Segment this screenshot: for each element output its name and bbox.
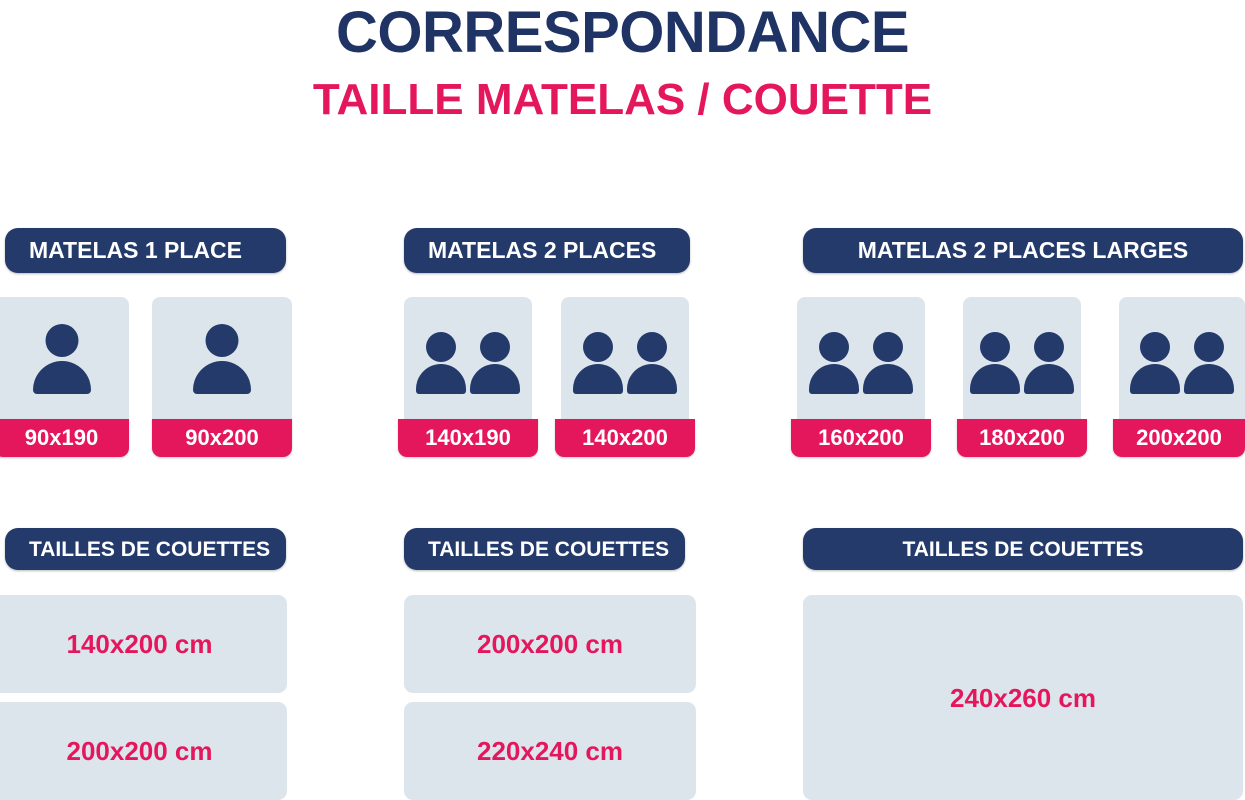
mattress-header-label: MATELAS 2 PLACES <box>428 237 657 263</box>
mattress-header-col2: MATELAS 2 PLACES <box>404 228 690 273</box>
duvet-header-label: TAILLES DE COUETTES <box>29 537 271 561</box>
avatar-head-icon <box>819 332 849 362</box>
mattress-size-label: 140x200 <box>582 425 668 450</box>
duvet-size-card[interactable]: 240x260 cm <box>803 595 1243 800</box>
mattress-size-label: 160x200 <box>818 425 904 450</box>
avatar-head-icon <box>480 332 510 362</box>
avatar-body-icon <box>1184 364 1234 394</box>
mattress-size-label: 90x190 <box>24 425 99 450</box>
mattress-header-col1: MATELAS 1 PLACE <box>5 228 286 273</box>
avatar-body-icon <box>627 364 677 394</box>
mattress-size-label: 180x200 <box>979 425 1065 450</box>
avatar-body-icon <box>573 364 623 394</box>
mattress-card[interactable]: 90x200 <box>152 297 292 457</box>
duvet-size-label: 220x240 cm <box>476 736 624 766</box>
avatar-body-icon <box>1024 364 1074 394</box>
mattress-card[interactable]: 140x190 <box>398 297 538 457</box>
mattress-size-badge: 140x200 <box>555 419 695 457</box>
people-icon <box>573 322 677 394</box>
mattress-card[interactable]: 180x200 <box>957 297 1087 457</box>
mattress-size-badge: 160x200 <box>791 419 931 457</box>
duvet-size-label: 200x200 cm <box>66 736 213 766</box>
duvet-size-label: 140x200 cm <box>66 629 213 659</box>
mattress-card-illustration <box>152 297 292 419</box>
avatar-body-icon <box>1130 364 1180 394</box>
mattress-card-illustration <box>1119 297 1245 419</box>
duvet-size-card[interactable]: 220x240 cm <box>404 702 696 800</box>
duvet-header-label: TAILLES DE COUETTES <box>902 537 1144 561</box>
mattress-card-illustration <box>404 297 532 419</box>
avatar-head-icon <box>637 332 667 362</box>
mattress-size-label: 200x200 <box>1136 425 1222 450</box>
avatar-body-icon <box>470 364 520 394</box>
avatar-head-icon <box>205 324 239 357</box>
avatar-head-icon <box>1140 332 1170 362</box>
avatar-head-icon <box>980 332 1010 362</box>
mattress-card[interactable]: 200x200 <box>1113 297 1245 457</box>
mattress-card[interactable]: 90x190 <box>0 297 129 457</box>
duvet-size-card[interactable]: 140x200 cm <box>0 595 287 693</box>
duvet-header-col1: TAILLES DE COUETTES <box>5 528 286 570</box>
people-icon <box>970 322 1074 394</box>
avatar-head-icon <box>45 324 78 357</box>
duvet-size-card[interactable]: 200x200 cm <box>404 595 696 693</box>
avatar-body-icon <box>970 364 1020 394</box>
avatar-head-icon <box>426 332 456 362</box>
mattress-size-badge: 200x200 <box>1113 419 1245 457</box>
avatar-body-icon <box>809 364 859 394</box>
mattress-size-badge: 90x190 <box>0 419 129 457</box>
mattress-card[interactable]: 160x200 <box>791 297 931 457</box>
mattress-size-label: 140x190 <box>425 425 511 450</box>
avatar-body-icon <box>193 361 251 394</box>
mattress-header-label: MATELAS 2 PLACES LARGES <box>857 237 1189 263</box>
mattress-size-badge: 90x200 <box>152 419 292 457</box>
mattress-size-badge: 140x190 <box>398 419 538 457</box>
avatar-head-icon <box>873 332 903 362</box>
duvet-size-label: 240x260 cm <box>949 682 1097 713</box>
avatar-head-icon <box>1194 332 1224 362</box>
mattress-header-col3: MATELAS 2 PLACES LARGES <box>803 228 1243 273</box>
people-icon <box>416 322 520 394</box>
mattress-card-illustration <box>0 297 129 419</box>
page-title: CORRESPONDANCE <box>335 0 910 65</box>
avatar-body-icon <box>416 364 466 394</box>
mattress-card[interactable]: 140x200 <box>555 297 695 457</box>
avatar-body-icon <box>32 361 91 394</box>
mattress-card-illustration <box>561 297 689 419</box>
duvet-size-label: 200x200 cm <box>476 629 624 659</box>
avatar-body-icon <box>863 364 913 394</box>
page-subtitle: TAILLE MATELAS / COUETTE <box>312 75 933 124</box>
mattress-card-illustration <box>797 297 925 419</box>
duvet-header-col3: TAILLES DE COUETTES <box>803 528 1243 570</box>
people-icon <box>809 322 913 394</box>
duvet-size-card[interactable]: 200x200 cm <box>0 702 287 800</box>
people-icon <box>1130 322 1234 394</box>
person-icon <box>193 322 251 394</box>
mattress-size-badge: 180x200 <box>957 419 1087 457</box>
avatar-head-icon <box>583 332 613 362</box>
mattress-size-label: 90x200 <box>185 425 259 450</box>
person-icon <box>32 322 91 394</box>
title-block: CORRESPONDANCE TAILLE MATELAS / COUETTE <box>0 0 1245 122</box>
mattress-header-label: MATELAS 1 PLACE <box>29 237 242 263</box>
mattress-card-illustration <box>963 297 1081 419</box>
duvet-header-col2: TAILLES DE COUETTES <box>404 528 685 570</box>
duvet-header-label: TAILLES DE COUETTES <box>428 537 670 561</box>
avatar-head-icon <box>1034 332 1064 362</box>
